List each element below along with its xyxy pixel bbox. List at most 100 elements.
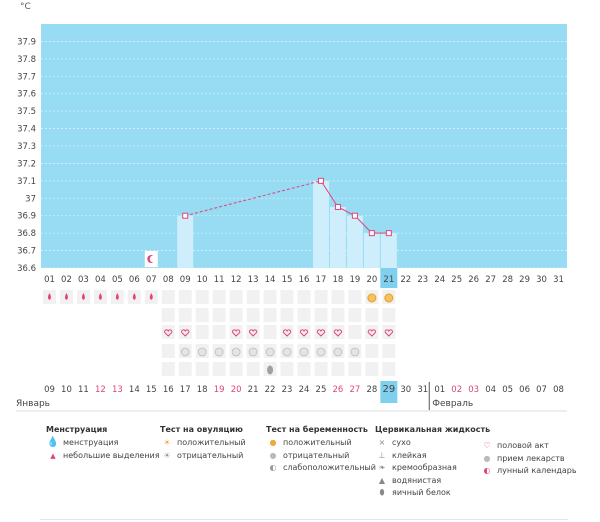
legend-other: ♡ половой акт ● прием лекарств ◐ лунный кал…: [480, 440, 576, 478]
heart-icon: [316, 329, 326, 337]
calendar-date-label: 06: [519, 385, 530, 395]
symptom-cell: [314, 308, 328, 322]
calendar-date-label: 01: [434, 385, 445, 395]
calendar-date-label: 30: [400, 385, 411, 395]
cycle-day-label: 15: [282, 275, 293, 285]
y-tick-label: 37.1: [17, 177, 36, 187]
plot-area: [41, 24, 567, 269]
heart-icon: [181, 329, 190, 337]
symptom-cell: [280, 362, 294, 376]
temperature-point: [182, 212, 189, 219]
legend-item: ⊥ клейкая: [375, 450, 490, 463]
calendar-date-label: 12: [95, 385, 106, 395]
symptom-cell: [161, 344, 175, 358]
drop-icon: [98, 293, 102, 300]
pill-icon: [350, 347, 360, 357]
symptom-cell: [280, 308, 294, 322]
legend-item-label: положительный: [283, 438, 352, 447]
pill-icon: [316, 347, 326, 357]
cycle-day-label: 04: [95, 275, 106, 285]
cycle-day-label: 27: [485, 275, 496, 285]
drop-icon: [115, 293, 119, 300]
symptom-cell: [280, 290, 294, 304]
symptom-cell: [161, 362, 175, 376]
y-tick-label: 37.5: [17, 107, 36, 117]
legend-item: 💧 менструация: [46, 437, 160, 450]
cycle-day-label: 11: [214, 275, 225, 285]
cycle-day-label: 13: [248, 275, 259, 285]
symptom-cell: [263, 290, 277, 304]
calendar-date-label: 03: [468, 385, 479, 395]
axes: °C 36.6 36.7 36.8 36.9 37 37.1 37.2 37.3 37.4 37.5…: [17, 2, 564, 288]
y-tick-label: 37.8: [17, 55, 36, 65]
calendar-date-label: 13: [112, 385, 123, 395]
y-tick-label: 36.8: [17, 229, 36, 239]
cycle-day-label: 06: [129, 275, 140, 285]
cycle-day-label: 02: [61, 275, 72, 285]
symptom-cell: [331, 308, 345, 322]
symptom-rows: [43, 251, 396, 376]
symptom-cell: [212, 290, 226, 304]
symptom-cell: [195, 290, 209, 304]
legend-cervical: Цервикальная жидкость × сухо ⊥ клейкая ❧ кр…: [375, 425, 490, 500]
legend-item: ▲ водянистая: [375, 475, 490, 488]
calendar-date-label: 19: [214, 385, 225, 395]
symptom-cell: [314, 362, 328, 376]
symptom-cell: [178, 290, 192, 304]
y-tick-label: 36.7: [17, 247, 36, 257]
pill-icon: [265, 347, 275, 357]
sun-positive-icon: ☀: [163, 438, 171, 447]
cycle-day-label: 23: [417, 275, 428, 285]
legend-item-label: половой акт: [497, 441, 549, 450]
temperature-point: [317, 177, 324, 184]
symptom-cell: [348, 290, 362, 304]
temperature-point: [334, 204, 341, 210]
heart-icon: [333, 329, 343, 337]
cycle-day-label: 07: [146, 275, 157, 285]
today-highlight: [380, 268, 398, 288]
calendar-date-label: 07: [536, 385, 547, 395]
legend-item: ☀ отрицательный: [160, 450, 246, 463]
y-tick-label: 36.9: [17, 212, 36, 222]
symptom-cell: [212, 362, 226, 376]
cycle-day-label: 12: [231, 275, 242, 285]
cycle-day-label: 24: [434, 275, 445, 285]
symptom-cell: [348, 325, 362, 339]
symptom-cell: [246, 308, 260, 322]
pill-icon: [299, 347, 309, 357]
calendar-date-label: 05: [502, 385, 513, 395]
temperature-bar: [329, 207, 346, 268]
symptom-cell: [263, 308, 277, 322]
drop-icon: 💧: [46, 437, 60, 448]
symptom-cell: [365, 362, 379, 376]
legend-item-label: небольшие выделения: [63, 450, 160, 460]
symptom-cell: [348, 308, 362, 322]
pill-icon: [282, 347, 292, 357]
legend-pregnancy: Тест на беременность ● положительный ● отр…: [266, 425, 376, 475]
calendar-date-label: 23: [282, 385, 293, 395]
symptom-cell: [161, 290, 175, 304]
symptom-cell: [382, 344, 396, 358]
legend-item: ● положительный: [266, 437, 376, 450]
legend-item-label: слабоположительный: [283, 463, 376, 472]
heart-icon: [384, 329, 393, 337]
pill-icon: [214, 347, 224, 357]
temperature-bar: [363, 233, 380, 268]
calendar-date-label: 10: [61, 385, 72, 395]
y-tick-label: 37: [25, 194, 36, 204]
symptom-cell: [178, 308, 192, 322]
legend-item: ⬮ яичный белок: [375, 487, 490, 500]
temperature-segment: [185, 180, 322, 217]
legend-item-label: отрицательный: [177, 450, 244, 460]
sun-positive-icon: [384, 293, 394, 303]
temperature-bar: [312, 180, 329, 268]
pregnancy-weak-icon: ◐: [269, 463, 277, 472]
calendar-date-label: 31: [417, 385, 428, 395]
sun-positive-icon: [367, 293, 377, 303]
legend-ovulation: Тест на овуляцию ☀ положительный ☀ отрицат…: [160, 425, 246, 462]
pill-icon: [180, 347, 190, 357]
cycle-day-label: 29: [519, 275, 530, 285]
temperature-segment: [320, 180, 339, 208]
cycle-day-label: 17: [316, 275, 327, 285]
symptom-cell: [212, 308, 226, 322]
